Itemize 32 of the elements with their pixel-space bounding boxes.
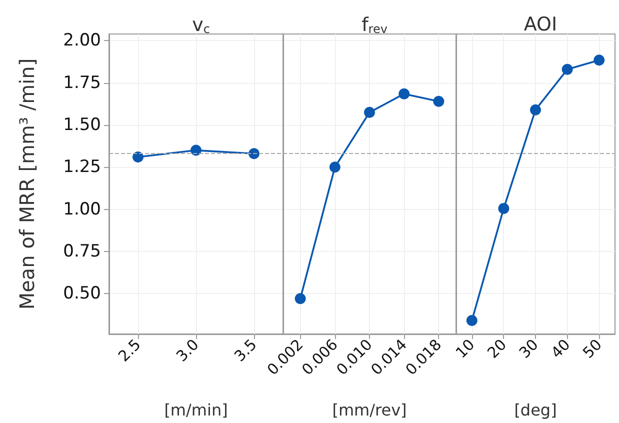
point (294, 293, 306, 304)
x-tick-label: 40 (547, 336, 574, 362)
y-tick-label: 1.75 (63, 72, 101, 93)
point (329, 162, 340, 173)
point (466, 315, 478, 326)
chart-title: vc (192, 14, 210, 36)
chart-title: frev (362, 14, 388, 36)
x-axis-title: [m/min] (164, 400, 228, 420)
point (364, 106, 375, 118)
y-tick-label: 1.25 (63, 157, 101, 178)
point (530, 104, 541, 116)
x-tick-label: 3.5 (230, 336, 260, 366)
x-tick-label: 2.5 (114, 336, 144, 366)
x-tick-label: 30 (516, 336, 542, 362)
y-tick-label: 2.00 (63, 30, 101, 51)
x-axis-title: [deg] (514, 400, 557, 420)
chart-title: AOI (524, 14, 558, 36)
point (498, 202, 510, 214)
x-tick-label: 3.0 (172, 336, 202, 366)
point (594, 54, 605, 66)
x-axis-title: [mm/rev] (332, 400, 407, 420)
y-axis-title: Mean of MRR [mm³ /min] (15, 58, 39, 310)
point (398, 88, 410, 100)
y-tick-label: 0.75 (63, 241, 101, 262)
x-tick-label: 50 (579, 336, 606, 362)
point (562, 64, 573, 75)
y-tick-label: 0.50 (63, 284, 101, 304)
y-tick-label: 1.50 (63, 115, 101, 136)
x-tick-label: 10 (452, 336, 478, 362)
x-tick-label: 20 (484, 336, 510, 362)
point (433, 96, 444, 107)
y-tick-label: 1.00 (63, 199, 101, 220)
